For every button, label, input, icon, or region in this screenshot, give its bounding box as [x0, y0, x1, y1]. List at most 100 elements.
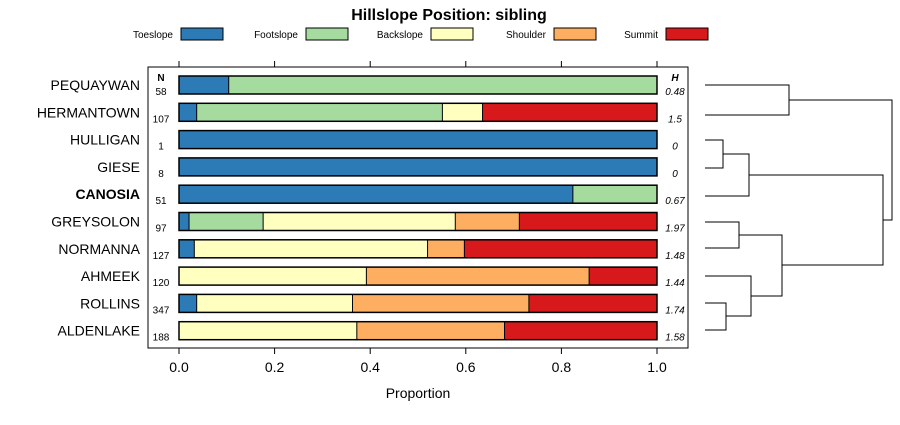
bar-segment-toeslope [179, 130, 657, 149]
legend-swatch-footslope [305, 27, 349, 41]
bar-segment-shoulder [455, 212, 520, 231]
x-tick-label: 0.2 [265, 359, 285, 375]
x-tick-label: 0.6 [456, 359, 476, 375]
bar-segment-footslope [196, 103, 443, 122]
x-tick-label: 0.8 [552, 359, 572, 375]
bar-outline [178, 157, 658, 177]
category-label: ROLLINS [80, 295, 140, 311]
h-value: 0.67 [665, 196, 685, 207]
bar-row-normanna: NORMANNA 127 1.48 [58, 239, 685, 262]
dendro-link-pequaywan-hermantown [705, 84, 790, 116]
h-value: 0.48 [665, 87, 685, 98]
legend-label-footslope: Footslope [254, 30, 298, 41]
dendro-link-gn-arta [739, 234, 783, 297]
dendrogram [705, 84, 893, 331]
bar-segment-backslope [179, 321, 357, 340]
category-label: PEQUAYWAN [51, 77, 140, 93]
bar-segment-toeslope [179, 103, 197, 122]
category-label: NORMANNA [58, 241, 140, 257]
bar-outline [178, 211, 658, 232]
bar-row-pequaywan: PEQUAYWAN 58 0.48 [51, 75, 685, 98]
bar-outline [178, 102, 658, 123]
dendro-link-hg-canosia [705, 153, 750, 197]
bar-segment-footslope [228, 76, 657, 94]
category-label: GREYSOLON [51, 214, 140, 230]
plot-panel [147, 66, 689, 349]
bar-outline [178, 239, 658, 259]
bar-segment-summit [519, 212, 657, 231]
dendro-link-hgc-rest [749, 174, 884, 266]
bar-segment-toeslope [179, 212, 190, 231]
category-label: AHMEEK [81, 268, 141, 284]
n-value: 8 [158, 169, 164, 180]
bar-rows: PEQUAYWAN 58 0.48 HERMANTOWN 107 1.5 HULLIGAN 1… [37, 75, 685, 344]
bar-row-hermantown: HERMANTOWN 107 1.5 [37, 102, 682, 125]
bar-segment-summit [504, 321, 657, 340]
bar-segment-toeslope [179, 294, 197, 313]
bar-segment-backslope [196, 294, 353, 313]
bar-segment-backslope [179, 267, 367, 286]
bar-segment-backslope [442, 103, 483, 122]
h-value: 1.5 [668, 114, 682, 125]
h-value: 1.58 [665, 333, 685, 344]
bar-row-canosia: CANOSIA 51 0.67 [75, 184, 685, 207]
legend-label-shoulder: Shoulder [506, 30, 547, 41]
n-value: 127 [153, 251, 170, 262]
bar-segment-backslope [263, 212, 456, 231]
bar-outline [178, 75, 658, 95]
bar-segment-toeslope [179, 76, 229, 94]
bar-segment-footslope [572, 185, 657, 204]
n-column-header: N [157, 73, 164, 84]
bar-outline [178, 293, 658, 314]
n-value: 1 [158, 142, 164, 153]
chart-title: Hillslope Position: sibling [351, 7, 547, 24]
bar-row-giese: GIESE 8 0 [97, 157, 678, 180]
h-value: 0 [672, 142, 678, 153]
bar-segment-summit [464, 239, 657, 258]
category-label: ALDENLAKE [58, 323, 140, 339]
legend-swatch-shoulder [553, 27, 597, 41]
category-label: CANOSIA [75, 186, 140, 202]
category-label: GIESE [97, 159, 140, 175]
legend-swatch-toeslope [180, 27, 224, 41]
dendro-link-rollins-aldenlake [705, 302, 727, 331]
n-value: 51 [155, 196, 167, 207]
bar-segment-toeslope [179, 185, 573, 204]
n-value: 120 [153, 278, 170, 289]
x-tick-label: 0.4 [360, 359, 380, 375]
h-value: 1.44 [665, 278, 685, 289]
x-axis-label: Proportion [386, 385, 451, 401]
bar-segment-shoulder [356, 321, 505, 340]
bar-segment-summit [589, 267, 657, 286]
bar-segment-backslope [194, 239, 428, 258]
dendro-link-root [789, 99, 893, 221]
n-value: 107 [153, 114, 170, 125]
legend-label-toeslope: Toeslope [133, 30, 173, 41]
bar-outline [178, 266, 658, 286]
bar-row-greysolon: GREYSOLON 97 1.97 [51, 211, 685, 235]
bar-segment-toeslope [179, 239, 195, 258]
bar-segment-toeslope [179, 157, 657, 176]
x-axis: 0.0 0.2 0.4 0.6 0.8 1.0 [169, 61, 667, 375]
n-value: 58 [155, 87, 167, 98]
legend-label-summit: Summit [624, 30, 658, 41]
bar-segment-shoulder [366, 267, 590, 286]
bar-segment-summit [482, 103, 657, 122]
h-column-header: H [671, 73, 679, 84]
x-tick-label: 1.0 [647, 359, 667, 375]
legend: Toeslope Footslope Backslope Shoulder Summit [133, 27, 709, 41]
dendro-link-ahmeek-ra [705, 275, 752, 317]
bar-outline [178, 129, 658, 150]
bar-segment-shoulder [352, 294, 529, 313]
x-tick-label: 0.0 [169, 359, 189, 375]
n-value: 97 [155, 224, 167, 235]
legend-label-backslope: Backslope [377, 30, 424, 41]
n-value: 188 [153, 333, 170, 344]
bar-outline [178, 184, 658, 204]
bar-segment-shoulder [427, 239, 465, 258]
bar-outline [178, 320, 658, 341]
category-label: HULLIGAN [70, 132, 140, 148]
n-value: 347 [153, 305, 170, 316]
